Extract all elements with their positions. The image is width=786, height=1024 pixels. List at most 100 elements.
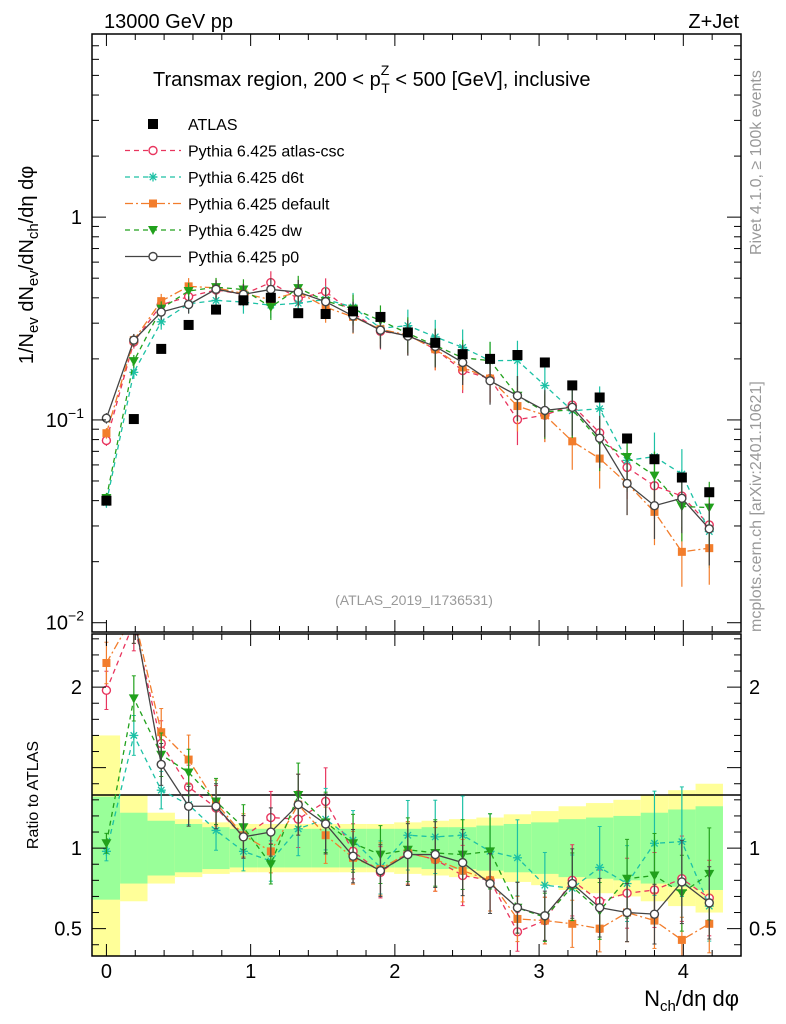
x-tick-label-1: 1	[245, 961, 256, 983]
legend-label-p0: Pythia 6.425 p0	[188, 250, 299, 267]
legend-marker-default	[149, 199, 157, 208]
atlas-point-15	[512, 350, 523, 361]
ratio-pt-dw-14	[485, 847, 496, 857]
main-pt-d6t-2	[156, 317, 166, 327]
main-pt-d6t-2-d2	[157, 318, 165, 326]
ratio-pt-p0-19	[622, 907, 632, 918]
atlas-point-14	[485, 353, 496, 364]
ratio-ytick-label-left-1: 1	[71, 838, 82, 860]
atlas-point-4	[211, 304, 222, 315]
ylabel-part-3: /dN	[16, 239, 38, 270]
x-tick-label-3: 3	[534, 961, 545, 983]
ratio-pt-d6t-1-d2	[130, 731, 138, 740]
ratio-pt-dw-6	[265, 860, 276, 870]
ratio-pt-p0-22	[704, 898, 714, 908]
process-label: Z+Jet	[688, 11, 739, 33]
main-pt-p0-6	[266, 284, 276, 295]
ratio-pt-default-1	[130, 611, 138, 619]
chart-title: Transmax region, 200 < pZ T < 500 [GeV], …	[153, 62, 591, 96]
main-pt-default-0	[102, 429, 111, 438]
main-pt-default-17	[568, 437, 577, 446]
ratio-pt-p0-13	[457, 857, 468, 868]
ratio-pt-d6t-16-d2	[541, 881, 549, 889]
legend-marker-d6t	[148, 172, 158, 182]
legend-label-atlas-csc: Pythia 6.425 atlas-csc	[188, 144, 345, 161]
ylabel-sub-1: ev	[25, 317, 42, 333]
atlas-point-2	[156, 343, 167, 354]
main-pt-d6t-16	[540, 380, 550, 390]
ylabel-part-2: dN	[16, 286, 38, 317]
main-pt-d6t-16-d2	[541, 381, 549, 390]
ratio-pt-p0-15	[512, 903, 523, 913]
ratio-pt-default-17	[568, 919, 577, 928]
main-pt-p0-18	[594, 433, 605, 443]
x-axis-label: Nch/dη dφ	[644, 986, 739, 1015]
band-inner-3	[174, 823, 203, 873]
atlas-point-16	[539, 357, 550, 368]
ratio-pt-p0-16	[540, 911, 550, 921]
xlabel-part-1: N	[644, 986, 660, 1011]
main-pt-p0-13	[457, 357, 468, 368]
xlabel-part-2: /dη dφ	[676, 986, 739, 1011]
band-inner-1	[120, 812, 148, 884]
ylabel-sub-2: ev	[25, 270, 42, 286]
ratio-pt-d6t-18-d2	[596, 863, 604, 872]
ratio-pt-p0-10	[375, 865, 386, 876]
ylabel-part-4: /dη dφ	[16, 166, 38, 223]
ratio-ytick-label-left-0.5: 0.5	[54, 919, 82, 941]
ratio-ytick-label-right-1: 1	[749, 838, 760, 860]
main-pt-dw-6	[265, 303, 276, 313]
y-axis-label-ratio: Ratio to ATLAS	[25, 741, 42, 849]
ratio-pt-p0-12	[430, 849, 440, 860]
main-pt-p0-4	[211, 284, 221, 294]
x-tick-label-4: 4	[678, 961, 689, 983]
main-pt-p0-8	[320, 296, 331, 307]
ratio-pt-p0-9	[348, 851, 358, 861]
legend: ATLAS Pythia 6.425 atlas-csc Pythia 6.425 …	[125, 117, 345, 267]
ratio-pt-p0-14	[485, 878, 495, 889]
main-pt-p0-7	[293, 287, 303, 297]
main-pt-d6t-18	[595, 404, 605, 414]
ratio-pt-dw-20	[649, 871, 660, 881]
ratio-pt-dw-3	[183, 768, 194, 778]
atlas-point-20	[649, 454, 660, 465]
ratio-pt-d6t-2	[156, 785, 166, 795]
main-pt-p0-17	[567, 402, 577, 412]
y-tick-label-0.1-base: 10	[46, 410, 68, 432]
atlas-point-19	[622, 433, 633, 444]
main-pt-d6t-1	[129, 367, 139, 377]
atlas-point-11	[402, 327, 413, 338]
y-tick-label-0.1: 10−1	[46, 405, 84, 432]
main-pt-dw-19	[622, 453, 633, 463]
ratio-panel-frame	[91, 633, 742, 957]
main-pt-d6t-18-d2	[596, 405, 604, 413]
main-pt-p0-21	[677, 493, 687, 503]
mcplots-label: mcplots.cern.ch [arXiv:2401.10621]	[748, 381, 765, 632]
main-pt-p0-3	[183, 299, 194, 310]
ratio-pt-d6t-18	[595, 862, 605, 872]
atlas-point-8	[320, 308, 331, 319]
main-pt-p0-22	[704, 524, 714, 534]
main-pt-dw-20	[649, 471, 660, 481]
legend-label-default: Pythia 6.425 default	[188, 197, 330, 214]
atlas-point-5	[238, 295, 249, 306]
ratio-pt-d6t-15-d2	[513, 854, 522, 862]
main-pt-dw-1	[128, 357, 139, 367]
title-sup: Z	[381, 62, 390, 78]
ratio-pt-d6t-16	[540, 880, 550, 890]
ratio-pt-dw-0	[101, 839, 112, 849]
legend-label-dw: Pythia 6.425 dw	[188, 223, 302, 240]
title-part-1: Transmax region, 200 < p	[153, 69, 381, 91]
main-pt-d6t-4-d2	[212, 296, 220, 305]
main-pt-p0-2	[156, 307, 166, 317]
analysis-label: (ATLAS_2019_I1736531)	[335, 592, 493, 608]
ratio-pt-p0-18	[594, 903, 605, 913]
atlas-point-0	[101, 495, 112, 506]
ratio-pt-d6t-4-d2	[212, 826, 220, 835]
title-part-2: < 500 [GeV], inclusive	[390, 69, 591, 91]
y-tick-label-0.1-exp: −1	[68, 405, 84, 421]
main-series-layer	[101, 271, 715, 587]
main-pt-p0-16	[540, 405, 550, 416]
rivet-label: Rivet 4.1.0, ≥ 100k events	[748, 70, 765, 255]
atlas-point-1	[128, 414, 139, 425]
